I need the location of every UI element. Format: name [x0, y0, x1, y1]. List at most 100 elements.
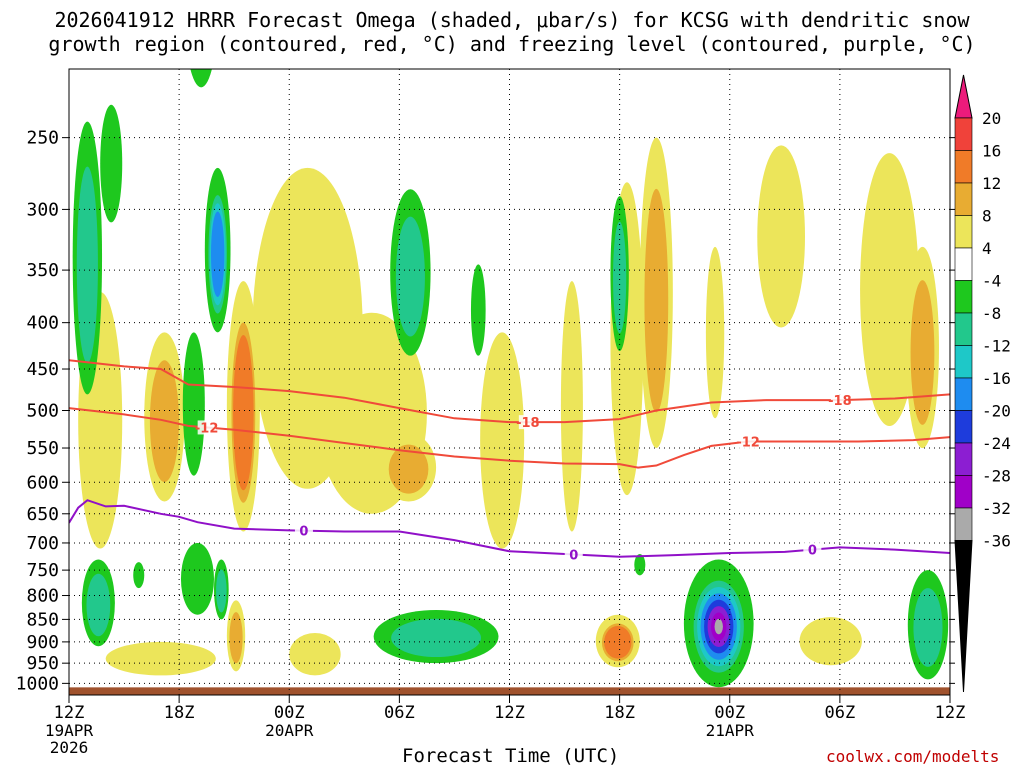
x-tick-label-2: 00Z	[274, 703, 305, 723]
colorbar-segment-2	[954, 150, 973, 184]
contour-label-0-1: -18	[828, 394, 852, 409]
colorbar-label-6: -8	[982, 304, 1001, 323]
surface-ground	[69, 687, 950, 695]
x-tick-label-4: 12Z	[494, 703, 525, 723]
contour-label-0-0: -18	[516, 416, 540, 431]
y-tick-label-600: 600	[26, 472, 59, 493]
colorbar-segment-12	[954, 475, 973, 509]
colorbar-segment-6	[954, 280, 973, 314]
x-tick-label-7: 06Z	[825, 703, 856, 723]
positive-core-15-0	[229, 612, 243, 664]
positive-region-10	[705, 246, 725, 419]
colorbar-label-2: 12	[982, 174, 1001, 193]
contour-label-bg-1-1	[739, 434, 758, 449]
colorbar-label-9: -20	[982, 402, 1011, 421]
contour-0	[69, 359, 950, 424]
contour-label-bg-2-0	[294, 523, 313, 538]
x-axis-label: Forecast Time (UTC)	[402, 745, 620, 767]
y-tick-label-400: 400	[26, 313, 59, 334]
y-axis: 2503003504004505005506006507007508008509…	[16, 128, 955, 694]
positive-core-14-1	[604, 626, 632, 659]
contour-labels: -18 -18 -12 -12 0 0 0	[195, 393, 852, 564]
colorbar-segment-11	[954, 442, 973, 476]
positive-core-9-0	[644, 188, 669, 413]
omega-core-14-6	[714, 618, 723, 635]
omega-core-5-0	[395, 216, 425, 337]
y-tick-label-700: 700	[26, 533, 59, 554]
colorbar-segment-5	[954, 247, 973, 281]
colorbar-segment-9	[954, 377, 973, 411]
colorbar-label-13: -36	[982, 532, 1011, 551]
colorbar-segment-7	[954, 312, 973, 346]
colorbar-segment-8	[954, 345, 973, 379]
y-tick-label-500: 500	[26, 400, 59, 421]
omega-region-13	[634, 554, 646, 576]
colorbar-label-3: 8	[982, 207, 992, 226]
y-tick-label-850: 850	[26, 609, 59, 630]
positive-core-5-0	[388, 444, 429, 494]
y-tick-label-650: 650	[26, 504, 59, 525]
positive-region-11	[757, 145, 806, 328]
contour-label-bg-2-1	[564, 547, 583, 562]
colorbar-segment-4	[954, 215, 973, 249]
colorbar-label-5: -4	[982, 272, 1001, 291]
colorbar-bottom-arrow	[954, 540, 973, 693]
contour-2	[69, 499, 950, 558]
colorbar-label-7: -12	[982, 337, 1011, 356]
y-tick-label-950: 950	[26, 653, 59, 674]
colorbar-segment-1	[954, 117, 973, 151]
chart-title-line-1: 2026041912 HRRR Forecast Omega (shaded, …	[54, 8, 970, 32]
omega-core-7-0	[613, 221, 627, 334]
y-tick-label-350: 350	[26, 260, 59, 281]
x-tick-label-1: 18Z	[164, 703, 195, 723]
contour-label-bg-0-0	[518, 415, 537, 430]
omega-region-1	[100, 104, 123, 223]
colorbar-label-12: -32	[982, 499, 1011, 518]
positive-region-17	[105, 641, 216, 676]
colorbar-label-11: -28	[982, 467, 1011, 486]
x-tick-label-5: 18Z	[604, 703, 635, 723]
omega-region-9	[133, 562, 145, 589]
contour-label-2-1: 0	[569, 549, 578, 564]
contour-label-2-0: 0	[299, 525, 308, 540]
colorbar-segment-10	[954, 410, 973, 444]
colorbar: 20 16 12 8 4 -4 -8 -12 -16 -20 -24 -28 -32 -36	[954, 74, 1011, 693]
contour-label-1-0: -12	[195, 421, 219, 436]
y-tick-label-750: 750	[26, 560, 59, 581]
x-tick-sublabel-6-0: 21APR	[706, 721, 755, 740]
colorbar-label-4: 4	[982, 239, 992, 258]
source-url[interactable]: coolwx.com/modelts	[826, 747, 1000, 766]
positive-region-16	[799, 617, 862, 666]
contour-label-bg-1-0	[197, 420, 216, 435]
contour-label-bg-0-1	[830, 393, 849, 408]
omega-core-12-0	[391, 618, 482, 658]
colorbar-label-0: 20	[982, 109, 1001, 128]
omega-core-15-0	[913, 588, 943, 667]
positive-core-2-1	[233, 335, 254, 491]
colorbar-segment-13	[954, 507, 973, 541]
colorbar-segment-3	[954, 182, 973, 216]
positive-core-13-0	[910, 280, 935, 425]
omega-core-8-0	[86, 573, 111, 637]
x-tick-sublabel-2-0: 20APR	[265, 721, 314, 740]
positive-region-12	[860, 153, 919, 426]
x-tick-label-8: 12Z	[935, 703, 966, 723]
omega-region-4	[182, 332, 205, 476]
positive-region-6	[480, 332, 525, 549]
x-tick-label-3: 06Z	[384, 703, 415, 723]
y-tick-label-450: 450	[26, 359, 59, 380]
omega-region-2	[190, 69, 212, 88]
x-tick-sublabel-0-0: 19APR	[45, 721, 94, 740]
omega-region-10	[180, 542, 214, 615]
grid-lines	[69, 69, 950, 695]
colorbar-label-1: 16	[982, 142, 1001, 161]
contour-label-2-2: 0	[808, 544, 817, 559]
x-tick-label-6: 00Z	[714, 703, 745, 723]
colorbar-label-8: -16	[982, 369, 1011, 388]
omega-region-6	[470, 264, 486, 356]
y-tick-label-300: 300	[26, 199, 59, 220]
omega-core-11-0	[216, 569, 227, 613]
chart-title-line-2: growth region (contoured, red, °C) and f…	[48, 32, 976, 56]
